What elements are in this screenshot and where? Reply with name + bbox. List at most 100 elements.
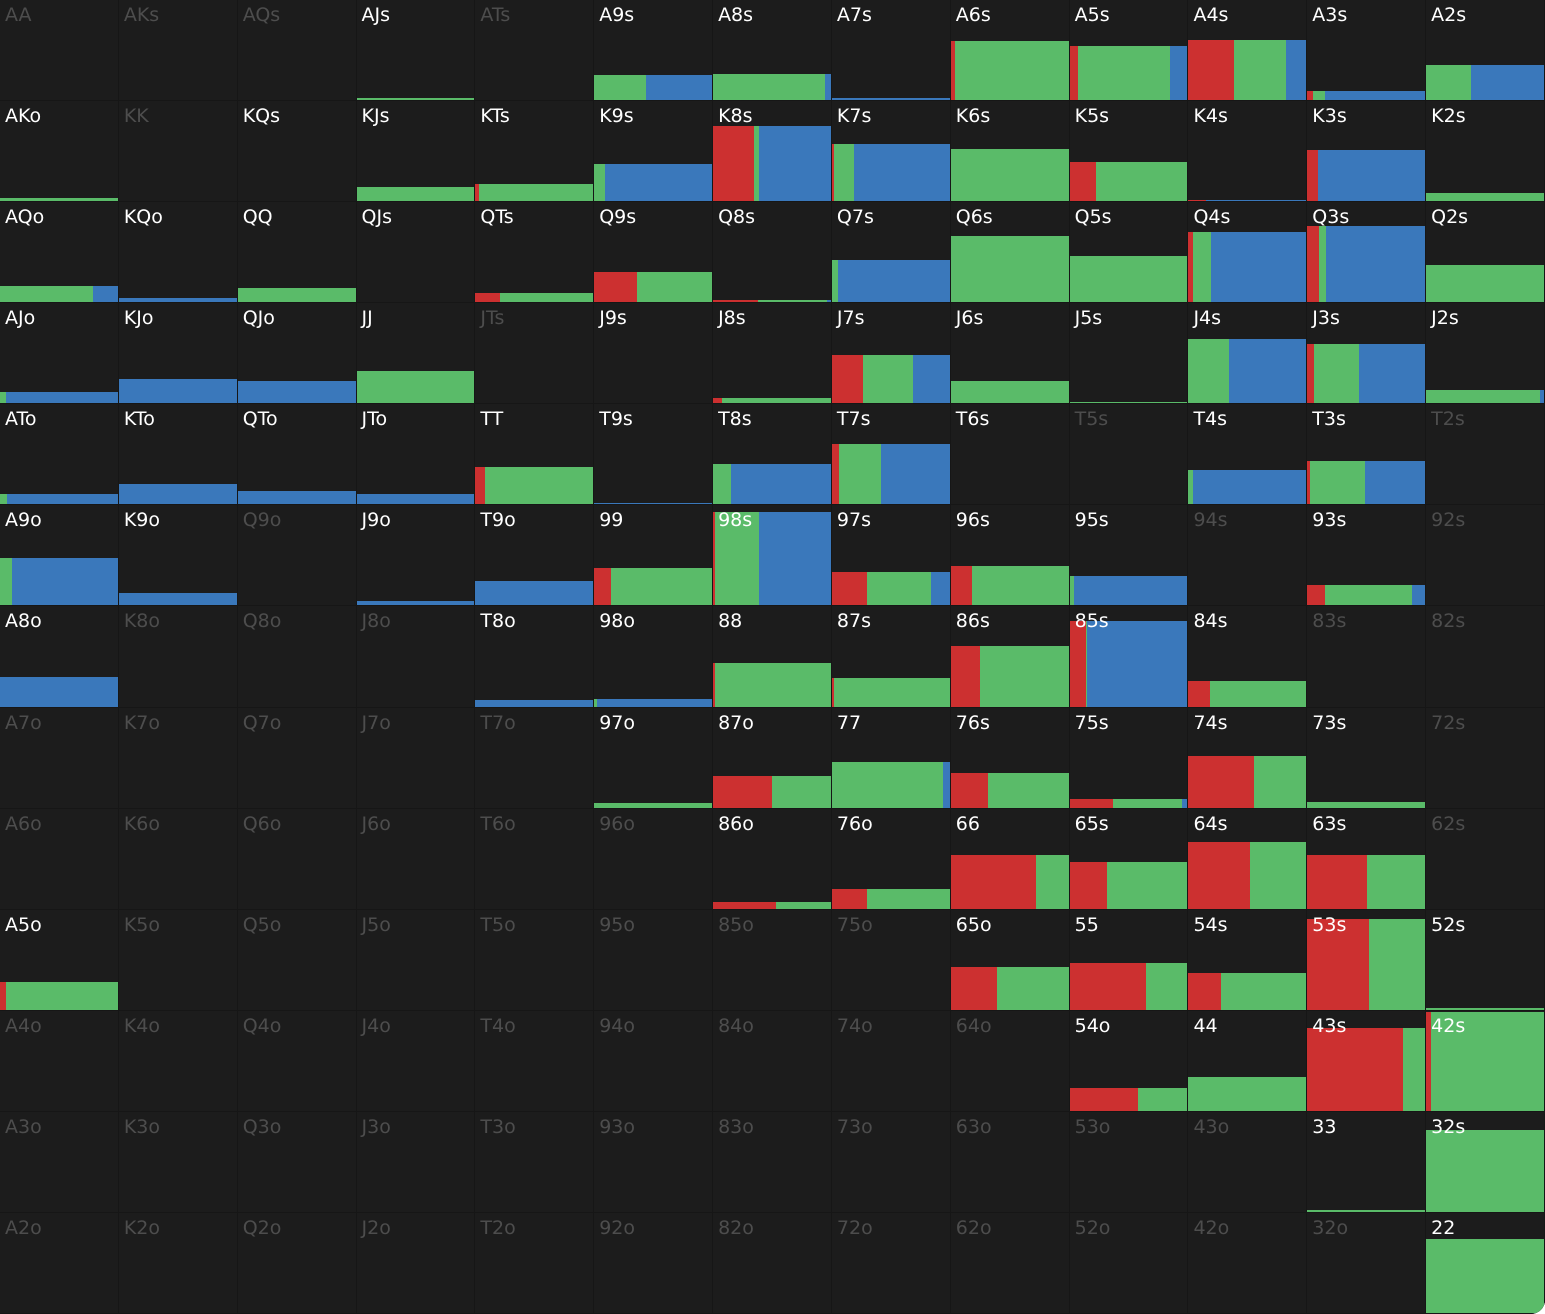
hand-cell-74s[interactable]: 74s — [1188, 707, 1308, 809]
hand-cell-A2o[interactable]: A2o — [0, 1212, 119, 1314]
hand-cell-Q6s[interactable]: Q6s — [950, 202, 1070, 304]
hand-cell-Q2o[interactable]: Q2o — [237, 1212, 357, 1314]
hand-cell-KTs[interactable]: KTs — [475, 101, 595, 203]
hand-cell-72o[interactable]: 72o — [831, 1212, 951, 1314]
hand-cell-A9o[interactable]: A9o — [0, 505, 119, 607]
hand-cell-K5o[interactable]: K5o — [118, 909, 238, 1011]
hand-cell-T2o[interactable]: T2o — [475, 1212, 595, 1314]
hand-cell-T7s[interactable]: T7s — [831, 404, 951, 506]
hand-cell-K8s[interactable]: K8s — [713, 101, 832, 203]
hand-cell-74o[interactable]: 74o — [831, 1010, 951, 1112]
hand-cell-J6o[interactable]: J6o — [356, 808, 476, 910]
hand-cell-A4s[interactable]: A4s — [1188, 0, 1308, 102]
hand-cell-Q8o[interactable]: Q8o — [237, 606, 357, 708]
hand-cell-J2o[interactable]: J2o — [356, 1212, 476, 1314]
hand-cell-T9o[interactable]: T9o — [475, 505, 595, 607]
hand-cell-J7s[interactable]: J7s — [831, 303, 951, 405]
hand-cell-32o[interactable]: 32o — [1307, 1212, 1427, 1314]
hand-cell-22[interactable]: 22 — [1426, 1212, 1545, 1314]
hand-cell-84s[interactable]: 84s — [1188, 606, 1308, 708]
hand-cell-J2s[interactable]: J2s — [1426, 303, 1545, 405]
hand-cell-73s[interactable]: 73s — [1307, 707, 1427, 809]
hand-cell-33[interactable]: 33 — [1307, 1111, 1427, 1213]
hand-cell-AA[interactable]: AA — [0, 0, 119, 102]
hand-cell-A3o[interactable]: A3o — [0, 1111, 119, 1213]
hand-cell-86s[interactable]: 86s — [950, 606, 1070, 708]
hand-cell-97o[interactable]: 97o — [594, 707, 714, 809]
hand-cell-K2o[interactable]: K2o — [118, 1212, 238, 1314]
hand-cell-Q7s[interactable]: Q7s — [831, 202, 951, 304]
hand-cell-T3o[interactable]: T3o — [475, 1111, 595, 1213]
hand-cell-75o[interactable]: 75o — [831, 909, 951, 1011]
hand-cell-43o[interactable]: 43o — [1188, 1111, 1308, 1213]
hand-cell-K7s[interactable]: K7s — [831, 101, 951, 203]
hand-cell-66[interactable]: 66 — [950, 808, 1070, 910]
hand-cell-T8s[interactable]: T8s — [713, 404, 832, 506]
hand-cell-42o[interactable]: 42o — [1188, 1212, 1308, 1314]
hand-cell-93s[interactable]: 93s — [1307, 505, 1427, 607]
hand-cell-T3s[interactable]: T3s — [1307, 404, 1427, 506]
hand-cell-K3s[interactable]: K3s — [1307, 101, 1427, 203]
hand-cell-K9o[interactable]: K9o — [118, 505, 238, 607]
hand-cell-Q8s[interactable]: Q8s — [713, 202, 832, 304]
hand-cell-J3o[interactable]: J3o — [356, 1111, 476, 1213]
hand-cell-96o[interactable]: 96o — [594, 808, 714, 910]
hand-cell-J9o[interactable]: J9o — [356, 505, 476, 607]
hand-cell-AKo[interactable]: AKo — [0, 101, 119, 203]
hand-cell-QJs[interactable]: QJs — [356, 202, 476, 304]
hand-cell-J3s[interactable]: J3s — [1307, 303, 1427, 405]
hand-cell-A5s[interactable]: A5s — [1069, 0, 1189, 102]
hand-cell-K6s[interactable]: K6s — [950, 101, 1070, 203]
hand-cell-92s[interactable]: 92s — [1426, 505, 1545, 607]
hand-cell-J6s[interactable]: J6s — [950, 303, 1070, 405]
hand-cell-A7o[interactable]: A7o — [0, 707, 119, 809]
hand-cell-32s[interactable]: 32s — [1426, 1111, 1545, 1213]
hand-cell-76o[interactable]: 76o — [831, 808, 951, 910]
hand-cell-A6s[interactable]: A6s — [950, 0, 1070, 102]
hand-cell-A5o[interactable]: A5o — [0, 909, 119, 1011]
hand-cell-95o[interactable]: 95o — [594, 909, 714, 1011]
hand-cell-63o[interactable]: 63o — [950, 1111, 1070, 1213]
hand-cell-A8o[interactable]: A8o — [0, 606, 119, 708]
hand-cell-Q6o[interactable]: Q6o — [237, 808, 357, 910]
hand-cell-73o[interactable]: 73o — [831, 1111, 951, 1213]
hand-cell-97s[interactable]: 97s — [831, 505, 951, 607]
hand-cell-54s[interactable]: 54s — [1188, 909, 1308, 1011]
hand-cell-AQs[interactable]: AQs — [237, 0, 357, 102]
hand-cell-KQo[interactable]: KQo — [118, 202, 238, 304]
hand-cell-75s[interactable]: 75s — [1069, 707, 1189, 809]
hand-cell-AKs[interactable]: AKs — [118, 0, 238, 102]
hand-cell-83s[interactable]: 83s — [1307, 606, 1427, 708]
hand-cell-J9s[interactable]: J9s — [594, 303, 714, 405]
hand-cell-T7o[interactable]: T7o — [475, 707, 595, 809]
hand-cell-86o[interactable]: 86o — [713, 808, 832, 910]
hand-cell-87s[interactable]: 87s — [831, 606, 951, 708]
hand-cell-Q5s[interactable]: Q5s — [1069, 202, 1189, 304]
hand-cell-KK[interactable]: KK — [118, 101, 238, 203]
hand-cell-AJs[interactable]: AJs — [356, 0, 476, 102]
hand-cell-JJ[interactable]: JJ — [356, 303, 476, 405]
hand-cell-AJo[interactable]: AJo — [0, 303, 119, 405]
hand-cell-42s[interactable]: 42s — [1426, 1010, 1545, 1112]
hand-cell-62s[interactable]: 62s — [1426, 808, 1545, 910]
hand-cell-K8o[interactable]: K8o — [118, 606, 238, 708]
hand-cell-Q3o[interactable]: Q3o — [237, 1111, 357, 1213]
hand-cell-63s[interactable]: 63s — [1307, 808, 1427, 910]
hand-cell-94s[interactable]: 94s — [1188, 505, 1308, 607]
hand-cell-64o[interactable]: 64o — [950, 1010, 1070, 1112]
hand-cell-J8s[interactable]: J8s — [713, 303, 832, 405]
hand-cell-QQ[interactable]: QQ — [237, 202, 357, 304]
hand-cell-96s[interactable]: 96s — [950, 505, 1070, 607]
hand-cell-K4o[interactable]: K4o — [118, 1010, 238, 1112]
hand-cell-76s[interactable]: 76s — [950, 707, 1070, 809]
hand-cell-A2s[interactable]: A2s — [1426, 0, 1545, 102]
hand-cell-J7o[interactable]: J7o — [356, 707, 476, 809]
hand-cell-62o[interactable]: 62o — [950, 1212, 1070, 1314]
hand-cell-Q9o[interactable]: Q9o — [237, 505, 357, 607]
hand-cell-K6o[interactable]: K6o — [118, 808, 238, 910]
hand-cell-54o[interactable]: 54o — [1069, 1010, 1189, 1112]
hand-cell-Q9s[interactable]: Q9s — [594, 202, 714, 304]
hand-cell-93o[interactable]: 93o — [594, 1111, 714, 1213]
hand-cell-T4o[interactable]: T4o — [475, 1010, 595, 1112]
hand-cell-ATo[interactable]: ATo — [0, 404, 119, 506]
